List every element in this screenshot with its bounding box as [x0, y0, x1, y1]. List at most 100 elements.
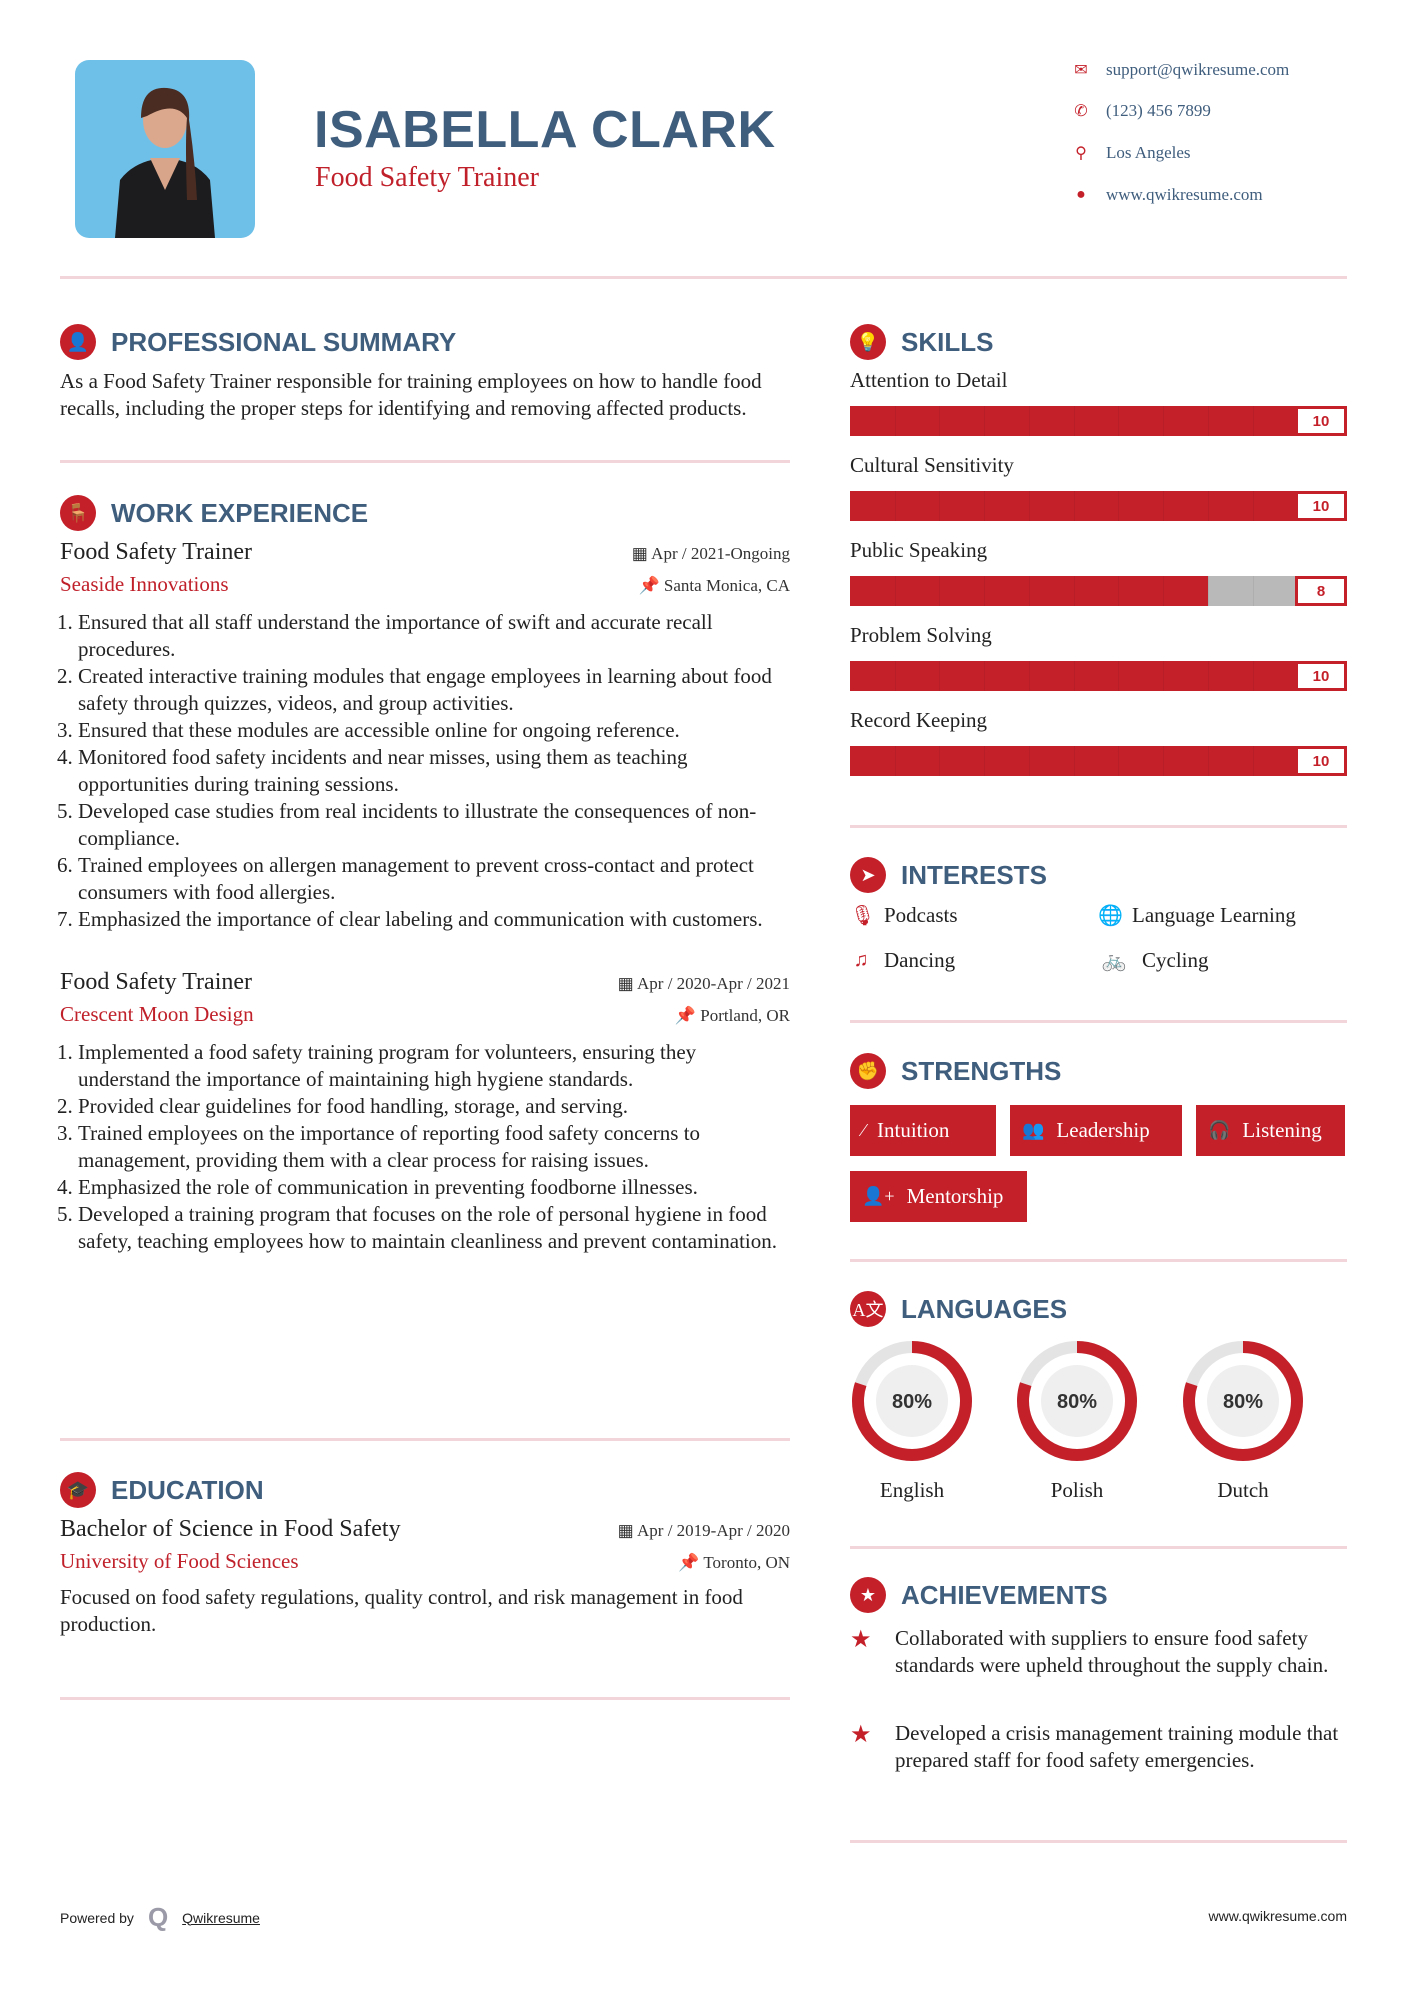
skill-label: Problem Solving — [850, 623, 992, 647]
strength-label: Intuition — [877, 1118, 950, 1142]
achievement-item: ★ Developed a crisis management training … — [850, 1720, 1347, 1774]
achievements-section: ★ ACHIEVEMENTS ★ Collaborated with supplie… — [850, 1575, 1347, 1815]
skill-bar-segment — [1207, 406, 1209, 436]
skill-bar-segment — [984, 661, 986, 691]
skill-bar-segment — [894, 406, 896, 436]
skill-bar-segment — [1028, 746, 1030, 776]
skill-bar-segment — [1252, 491, 1254, 521]
interest-item: 🌐 Language Learning — [1098, 903, 1296, 928]
contact-website[interactable]: ● www.qwikresume.com — [1070, 184, 1370, 206]
strengths-section: ✊ STRENGTHS ⁄ Intuition 👥 Leadership 🎧 Liste… — [850, 1051, 1347, 1231]
skill-bar-fill — [850, 746, 1347, 776]
globe-icon: 🌐 — [1098, 905, 1123, 927]
skill-bar: 10 — [850, 746, 1347, 776]
contact-email[interactable]: ✉ support@qwikresume.com — [1070, 59, 1370, 81]
profile-photo — [75, 60, 255, 238]
section-title: PROFESSIONAL SUMMARY — [111, 326, 457, 357]
skill-label: Record Keeping — [850, 708, 988, 732]
star-badge-icon: ★ — [850, 1577, 886, 1613]
skill-value: 10 — [1295, 491, 1347, 521]
donut-center — [1041, 1365, 1113, 1437]
candidate-name: ISABELLA CLARK — [314, 101, 776, 159]
language-label: Polish — [1050, 1478, 1104, 1502]
skills-list: Attention to Detail 10 Cultural Sensitivit… — [850, 368, 1347, 776]
bullet: Developed a training program that focuse… — [78, 1201, 790, 1255]
skill-value: 10 — [1295, 746, 1347, 776]
contact-location: ⚲ Los Angeles — [1070, 142, 1370, 164]
language-item: 80% Polish — [1015, 1339, 1139, 1503]
skill-bar-fill — [850, 661, 1347, 691]
skill-bar-segment — [894, 661, 896, 691]
section-divider — [850, 1259, 1347, 1262]
language-item: 80% English — [850, 1339, 974, 1503]
language-label: Dutch — [1217, 1478, 1269, 1502]
skill-bar-segment — [1118, 576, 1120, 606]
candidate-title: Food Safety Trainer — [315, 162, 539, 193]
globe-icon: ● — [1076, 186, 1086, 203]
skill-value: 8 — [1295, 576, 1347, 606]
skill-bar-segment — [894, 746, 896, 776]
skill-bar-segment — [1207, 661, 1209, 691]
skill-bar-segment — [1252, 746, 1254, 776]
job-dates: Apr / 2021-Ongoing — [651, 544, 790, 563]
strength-badge: 👤+ Mentorship — [850, 1171, 1027, 1222]
language-item: 80% Dutch — [1181, 1339, 1305, 1503]
skill-bar-fill — [850, 406, 1347, 436]
music-note-icon: ♫ — [853, 949, 869, 971]
paper-plane-icon: ➤ — [850, 857, 886, 893]
calendar-icon: ▦ — [631, 544, 652, 563]
skill-bar-segment — [939, 576, 941, 606]
job-bullets: Ensured that all staff understand the im… — [60, 609, 790, 933]
section-title: INTERESTS — [901, 859, 1047, 890]
skill-value: 10 — [1295, 406, 1347, 436]
skill-bar-segment — [1252, 576, 1254, 606]
donut-progress — [1017, 1341, 1137, 1461]
achievement-text: Developed a crisis management training m… — [895, 1721, 1339, 1772]
skill-bar-segment — [1252, 661, 1254, 691]
section-divider — [850, 1546, 1347, 1549]
job-company: Crescent Moon Design — [60, 1002, 254, 1026]
skill-bar-segment — [984, 491, 986, 521]
section-divider — [850, 1020, 1347, 1023]
interest-item: 🎙 Podcasts — [850, 903, 958, 928]
skill-bar: 10 — [850, 406, 1347, 436]
skill-bar-segment — [1163, 661, 1165, 691]
skill-bar-segment — [1118, 661, 1120, 691]
contact-phone-text: (123) 456 7899 — [1106, 101, 1211, 120]
interest-label: Language Learning — [1132, 903, 1296, 927]
language-donut: 80% — [1017, 1341, 1137, 1461]
job-dates: Apr / 2020-Apr / 2021 — [637, 974, 790, 993]
skill-bar-segment — [1207, 746, 1209, 776]
qwikresume-logo-icon: Q — [147, 1902, 169, 1932]
interest-item: ♫ Dancing — [850, 948, 956, 973]
skill-bar: 10 — [850, 491, 1347, 521]
fist-icon: ✊ — [850, 1053, 886, 1089]
skill-bar-segment — [1073, 406, 1075, 436]
skill-label: Public Speaking — [850, 538, 988, 562]
section-title: STRENGTHS — [901, 1055, 1062, 1086]
skill-bar-segment — [1028, 661, 1030, 691]
office-chair-icon: 🪑 — [60, 495, 96, 531]
brand-link[interactable]: Qwikresume — [182, 1909, 260, 1926]
powered-by-text: Powered by — [60, 1909, 134, 1926]
translate-icon: A文 — [850, 1291, 886, 1327]
skill-bar-segment — [939, 746, 941, 776]
section-title: ACHIEVEMENTS — [901, 1579, 1108, 1610]
donut-center — [876, 1365, 948, 1437]
section-divider — [850, 825, 1347, 828]
skill-bar-segment — [1207, 491, 1209, 521]
interest-label: Podcasts — [884, 903, 958, 927]
skill-bar-segment — [939, 406, 941, 436]
language-donut: 80% — [852, 1341, 972, 1461]
achievement-text: Collaborated with suppliers to ensure fo… — [895, 1626, 1329, 1677]
skill-bar-segment — [939, 491, 941, 521]
school: University of Food Sciences — [60, 1549, 299, 1573]
job-location: Portland, OR — [700, 1006, 790, 1025]
skill-bar-segment — [1073, 491, 1075, 521]
job-role: Food Safety Trainer — [60, 539, 252, 565]
bullet: Created interactive training modules tha… — [78, 663, 790, 717]
skill-bar-segment — [894, 576, 896, 606]
language-percent: 80% — [1057, 1391, 1097, 1413]
contact-phone[interactable]: ✆ (123) 456 7899 — [1070, 100, 1370, 122]
footer-website[interactable]: www.qwikresume.com — [1208, 1908, 1347, 1924]
